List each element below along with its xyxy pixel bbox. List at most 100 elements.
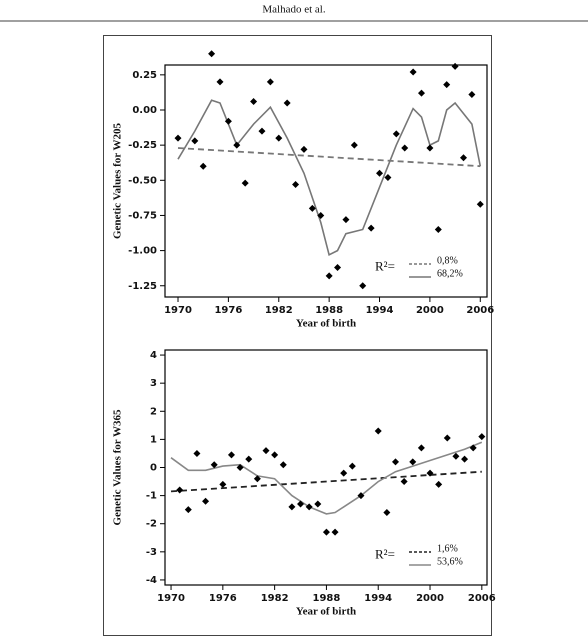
y-tick-label: -0.25: [128, 140, 157, 151]
data-point: [241, 179, 249, 187]
y-tick-label: -1: [146, 491, 157, 502]
data-point: [266, 78, 274, 86]
data-point: [348, 462, 356, 470]
data-point: [250, 98, 258, 106]
data-point: [435, 480, 443, 488]
y-axis-label: Genetic Values for W205: [112, 122, 124, 239]
y-tick-label: 0: [150, 463, 157, 474]
x-tick-label: 1970: [164, 305, 192, 316]
x-tick-label: 1988: [315, 305, 343, 316]
data-point: [193, 449, 201, 457]
data-point: [233, 141, 241, 149]
data-point: [452, 452, 460, 460]
data-point: [391, 458, 399, 466]
data-point: [392, 130, 400, 138]
data-point: [367, 224, 375, 232]
data-point: [376, 169, 384, 177]
data-point: [216, 78, 224, 86]
y-tick-label: -2: [146, 519, 157, 530]
data-point: [426, 144, 434, 152]
x-tick-label: 1982: [265, 305, 293, 316]
data-point: [383, 508, 391, 516]
data-point: [342, 216, 350, 224]
data-point: [451, 62, 459, 70]
plot-frame: [164, 64, 488, 298]
trend-line: [170, 441, 483, 515]
y-tick-label: 1: [150, 434, 157, 445]
data-point: [359, 282, 367, 290]
legend-label: 0,8%: [437, 255, 458, 266]
y-tick-label: -0.50: [128, 175, 157, 186]
data-point: [400, 478, 408, 486]
data-point: [271, 451, 279, 459]
data-point: [476, 200, 484, 208]
data-point: [288, 503, 296, 511]
y-tick-label: 3: [150, 378, 157, 389]
y-axis-label: Genetic Values for W365: [112, 409, 124, 526]
data-point: [297, 500, 305, 508]
x-tick-label: 1994: [364, 593, 392, 604]
x-axis-label: Year of birth: [296, 318, 356, 330]
legend-label: 68,2%: [437, 268, 463, 279]
data-point: [262, 447, 270, 455]
x-tick-label: 1994: [366, 305, 394, 316]
y-tick-label: 0.25: [132, 70, 157, 81]
data-point: [434, 226, 442, 234]
data-point: [219, 480, 227, 488]
figure-frame: [103, 35, 492, 636]
data-point: [191, 137, 199, 145]
data-point: [331, 528, 339, 536]
data-point: [334, 263, 342, 271]
data-point: [253, 475, 261, 483]
x-axis-label: Year of birth: [296, 606, 356, 618]
data-point: [245, 455, 253, 463]
data-point: [409, 68, 417, 76]
data-point: [174, 134, 182, 142]
trend-line: [177, 147, 481, 168]
data-point: [199, 162, 207, 170]
data-point: [322, 528, 330, 536]
data-point: [350, 141, 358, 149]
x-tick-label: 1988: [313, 593, 341, 604]
data-point: [409, 458, 417, 466]
y-tick-label: 2: [150, 406, 157, 417]
y-tick-label: 4: [150, 350, 157, 361]
x-tick-label: 1982: [261, 593, 289, 604]
running-head: Malhado et al.: [262, 4, 325, 16]
data-point: [317, 211, 325, 219]
y-tick-label: -3: [146, 547, 157, 558]
data-point: [417, 444, 425, 452]
data-point: [176, 486, 184, 494]
data-point: [426, 469, 434, 477]
data-point: [227, 451, 235, 459]
data-point: [308, 204, 316, 212]
data-point: [401, 144, 409, 152]
legend-label: 53,6%: [437, 556, 463, 567]
data-point: [418, 89, 426, 97]
data-point: [469, 444, 477, 452]
data-point: [202, 497, 210, 505]
legend-prefix: R²=: [375, 546, 395, 561]
data-point: [210, 461, 218, 469]
y-tick-label: -4: [146, 575, 157, 586]
x-tick-label: 2006: [466, 305, 494, 316]
trend-line: [170, 470, 482, 493]
x-tick-label: 2006: [468, 593, 496, 604]
data-point: [314, 500, 322, 508]
y-tick-label: -1.25: [128, 281, 157, 292]
x-tick-label: 2000: [416, 593, 444, 604]
y-tick-label: -0.75: [128, 210, 157, 221]
legend-prefix: R²=: [375, 258, 395, 273]
x-tick-label: 2000: [416, 305, 444, 316]
data-point: [478, 433, 486, 441]
trend-line: [177, 99, 482, 256]
data-point: [279, 461, 287, 469]
data-point: [292, 181, 300, 189]
data-point: [384, 173, 392, 181]
data-point: [184, 506, 192, 514]
data-point: [275, 134, 283, 142]
data-point: [283, 99, 291, 107]
x-tick-label: 1976: [214, 305, 242, 316]
